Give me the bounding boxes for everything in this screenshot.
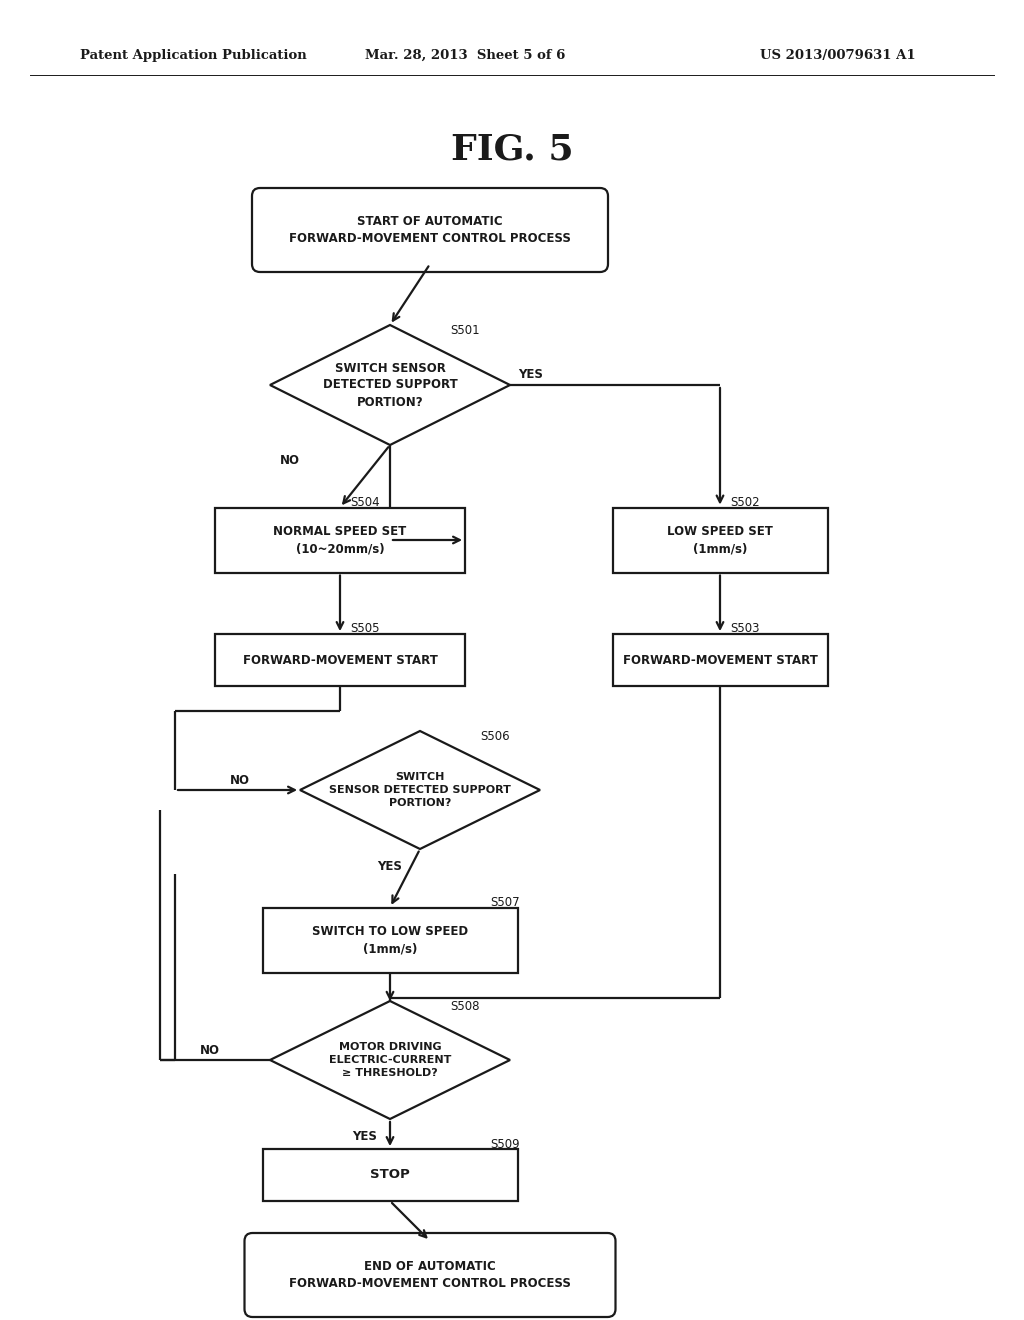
Text: NO: NO	[230, 774, 250, 787]
Polygon shape	[300, 731, 540, 849]
Text: END OF AUTOMATIC
FORWARD-MOVEMENT CONTROL PROCESS: END OF AUTOMATIC FORWARD-MOVEMENT CONTRO…	[289, 1261, 571, 1290]
Bar	[215, 507, 465, 573]
Bar	[612, 634, 827, 686]
Text: Mar. 28, 2013  Sheet 5 of 6: Mar. 28, 2013 Sheet 5 of 6	[365, 49, 565, 62]
Polygon shape	[270, 325, 510, 445]
FancyBboxPatch shape	[252, 187, 608, 272]
Text: NORMAL SPEED SET
(10~20mm/s): NORMAL SPEED SET (10~20mm/s)	[273, 525, 407, 554]
Text: NO: NO	[200, 1044, 220, 1056]
Polygon shape	[270, 1001, 510, 1119]
Text: LOW SPEED SET
(1mm/s): LOW SPEED SET (1mm/s)	[667, 525, 773, 554]
Text: S506: S506	[480, 730, 510, 742]
Text: S503: S503	[730, 623, 760, 635]
Text: S504: S504	[350, 495, 380, 508]
Text: MOTOR DRIVING
ELECTRIC-CURRENT
≥ THRESHOLD?: MOTOR DRIVING ELECTRIC-CURRENT ≥ THRESHO…	[329, 1041, 452, 1078]
Text: S505: S505	[350, 623, 380, 635]
Bar	[215, 634, 465, 686]
Text: S507: S507	[490, 895, 519, 908]
Text: FORWARD-MOVEMENT START: FORWARD-MOVEMENT START	[623, 653, 817, 667]
Bar	[262, 1148, 517, 1201]
Text: STOP: STOP	[370, 1168, 410, 1181]
Text: SWITCH SENSOR
DETECTED SUPPORT
PORTION?: SWITCH SENSOR DETECTED SUPPORT PORTION?	[323, 362, 458, 408]
Text: S501: S501	[450, 323, 479, 337]
Text: US 2013/0079631 A1: US 2013/0079631 A1	[760, 49, 915, 62]
Text: YES: YES	[518, 368, 543, 381]
Text: SWITCH
SENSOR DETECTED SUPPORT
PORTION?: SWITCH SENSOR DETECTED SUPPORT PORTION?	[329, 772, 511, 808]
Text: FIG. 5: FIG. 5	[451, 133, 573, 168]
Text: S502: S502	[730, 495, 760, 508]
Text: YES: YES	[352, 1130, 378, 1143]
Bar	[262, 908, 517, 973]
Text: S509: S509	[490, 1138, 519, 1151]
Text: SWITCH TO LOW SPEED
(1mm/s): SWITCH TO LOW SPEED (1mm/s)	[312, 925, 468, 954]
Text: S508: S508	[450, 999, 479, 1012]
Text: FORWARD-MOVEMENT START: FORWARD-MOVEMENT START	[243, 653, 437, 667]
Text: START OF AUTOMATIC
FORWARD-MOVEMENT CONTROL PROCESS: START OF AUTOMATIC FORWARD-MOVEMENT CONT…	[289, 215, 571, 246]
Bar	[612, 507, 827, 573]
Text: YES: YES	[378, 861, 402, 874]
FancyBboxPatch shape	[245, 1233, 615, 1317]
Text: Patent Application Publication: Patent Application Publication	[80, 49, 307, 62]
Text: NO: NO	[280, 454, 300, 466]
